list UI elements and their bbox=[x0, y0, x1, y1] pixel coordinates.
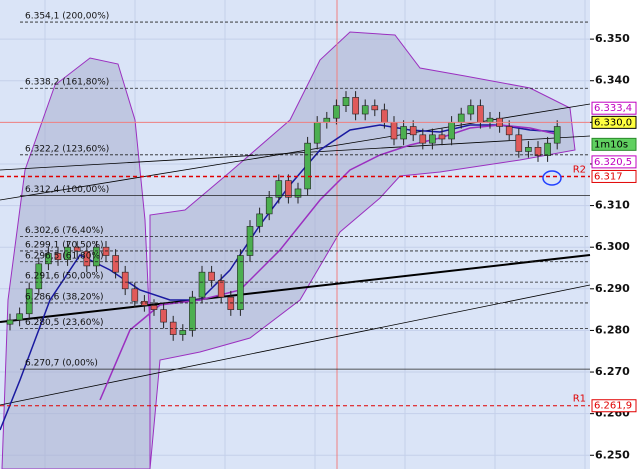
candle-body bbox=[361, 105, 369, 115]
candle-body bbox=[352, 97, 359, 115]
candle-body bbox=[400, 126, 407, 140]
y-tick-label: 6.270 bbox=[595, 365, 630, 378]
price-label: 6.317 bbox=[594, 171, 623, 182]
fib-label: 6.291,6 (50,00%) bbox=[25, 272, 104, 282]
fib-label: 6.299,1 (70,50%) bbox=[25, 240, 104, 250]
price-label-box bbox=[591, 101, 637, 115]
candle-body bbox=[429, 134, 436, 144]
y-tick-label: 6.350 bbox=[595, 32, 630, 45]
candle-body bbox=[342, 97, 350, 107]
candle-body bbox=[35, 263, 43, 290]
y-tick-label: 6.250 bbox=[595, 448, 630, 461]
candle-body bbox=[189, 296, 196, 331]
fib-label: 6.338,2 (161,80%) bbox=[25, 78, 109, 88]
y-tick-label: 6.280 bbox=[595, 323, 630, 336]
candle-body bbox=[285, 180, 292, 198]
price-label-box bbox=[591, 169, 637, 183]
price-label: 6.261,9 bbox=[594, 401, 632, 412]
candle-body bbox=[160, 309, 167, 323]
candle-body bbox=[102, 246, 110, 256]
candle-body bbox=[390, 122, 398, 140]
candle-body bbox=[467, 105, 475, 115]
candle-body bbox=[409, 126, 417, 136]
candle-body bbox=[64, 246, 71, 260]
resistance-label: R2 bbox=[573, 164, 586, 175]
candle-body bbox=[477, 105, 484, 123]
fib-label: 6.270,7 (0,00%) bbox=[25, 359, 98, 369]
candle-body bbox=[525, 147, 532, 152]
fib-label: 6.296,5 (61,80%) bbox=[25, 251, 104, 261]
candle-body bbox=[83, 251, 91, 267]
fib-label: 6.302,6 (76,40%) bbox=[25, 226, 104, 236]
candle-body bbox=[553, 126, 561, 144]
price-label-box bbox=[591, 399, 637, 413]
axis-background bbox=[590, 0, 640, 469]
candle-body bbox=[93, 246, 100, 267]
trend-line bbox=[0, 284, 591, 406]
candle-body bbox=[534, 147, 542, 156]
candle-body bbox=[304, 142, 311, 190]
trend-line bbox=[0, 254, 591, 323]
y-tick-label: 6.310 bbox=[595, 199, 630, 212]
candle-body bbox=[544, 142, 551, 156]
candle-body bbox=[265, 196, 273, 215]
candle-body bbox=[323, 117, 331, 123]
price-label: 6.330,0 bbox=[594, 117, 632, 128]
candle-body bbox=[112, 255, 119, 273]
candle-body bbox=[6, 319, 14, 325]
trend-line bbox=[0, 135, 591, 171]
resistance-label: R1 bbox=[573, 394, 586, 405]
candle-body bbox=[294, 188, 302, 198]
fib-label: 6.354,1 (200,00%) bbox=[25, 12, 109, 22]
candle-body bbox=[217, 280, 225, 298]
candle-body bbox=[45, 253, 52, 265]
candle-body bbox=[16, 313, 23, 321]
fib-label: 6.280,5 (23,60%) bbox=[25, 318, 104, 328]
timer-box bbox=[591, 137, 637, 151]
fib-label: 6.286,6 (38,20%) bbox=[25, 292, 104, 302]
candle-body bbox=[54, 253, 62, 260]
y-tick-label: 6.290 bbox=[595, 282, 630, 295]
highlight-circle bbox=[542, 170, 562, 186]
bollinger-band bbox=[149, 31, 576, 469]
candle-body bbox=[448, 122, 455, 140]
candle-body bbox=[131, 288, 139, 302]
candle-body bbox=[381, 109, 388, 123]
candle-body bbox=[141, 300, 148, 306]
candle-body bbox=[486, 117, 494, 123]
overlay: 6.354,1 (200,00%) 6.338,2 (161,80%) 6.322,… bbox=[0, 12, 590, 407]
candle-body bbox=[275, 180, 283, 198]
candle-body bbox=[515, 134, 523, 152]
fib-label: 6.322,2 (123,60%) bbox=[25, 144, 109, 154]
candle-body bbox=[333, 105, 340, 119]
candle-body bbox=[198, 271, 206, 298]
candle-body bbox=[371, 105, 379, 111]
candle-body bbox=[227, 296, 235, 310]
candle-body bbox=[25, 288, 33, 315]
candle-body bbox=[419, 134, 427, 144]
candle-body bbox=[179, 330, 187, 335]
candle-body bbox=[73, 246, 81, 252]
price-label-box bbox=[591, 155, 637, 169]
candle-body bbox=[246, 226, 254, 256]
y-tick-label: 6.300 bbox=[595, 240, 630, 253]
candle-body bbox=[150, 305, 158, 310]
candle-body bbox=[256, 213, 263, 227]
candle-body bbox=[313, 122, 321, 144]
price-label: 6.333,4 bbox=[594, 103, 632, 114]
candle-body bbox=[237, 255, 244, 310]
timer-label: 1m10s bbox=[594, 139, 628, 150]
candle-body bbox=[121, 271, 129, 290]
candle-body bbox=[438, 134, 446, 140]
fib-label: 6.312,4 (100,00%) bbox=[25, 185, 109, 195]
candle-body bbox=[457, 113, 465, 123]
price-label: 6.320,5 bbox=[594, 157, 632, 168]
candle-body bbox=[208, 271, 215, 281]
price-label-box bbox=[591, 115, 637, 129]
candle-body bbox=[505, 126, 513, 136]
y-tick-label: 6.340 bbox=[595, 74, 630, 87]
